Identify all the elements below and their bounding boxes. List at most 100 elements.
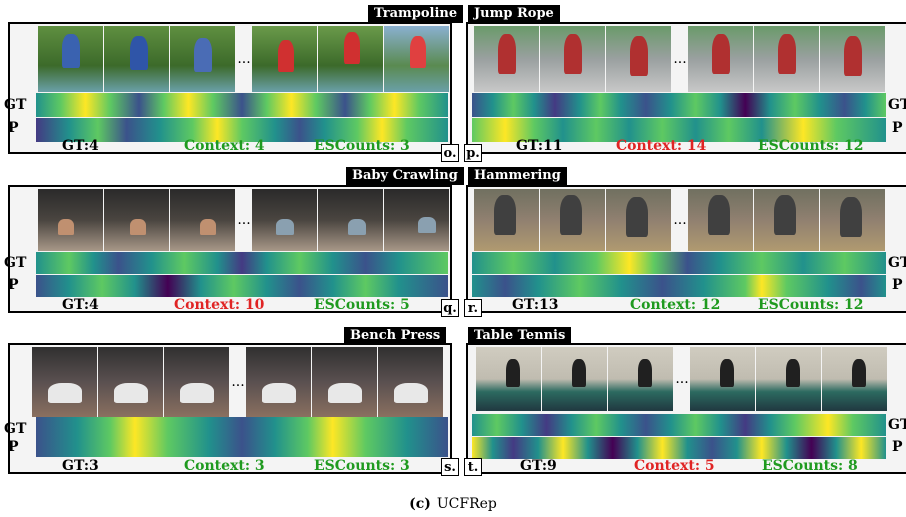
escounts-count: ESCounts: 12 — [758, 138, 864, 154]
video-frame — [38, 189, 103, 251]
video-frame — [756, 347, 821, 411]
gt-count: GT:13 — [512, 297, 559, 313]
gt-heatmap — [472, 252, 886, 274]
video-frame — [754, 26, 819, 92]
video-frame — [164, 347, 229, 417]
panel-trampoline: ... GT P GT:4 Context: 4 ESCounts: 3 — [4, 22, 452, 154]
video-frame — [688, 26, 753, 92]
p-label: P — [892, 439, 903, 455]
frame-strip: ... — [476, 347, 888, 411]
video-frame — [688, 189, 753, 251]
video-frame — [474, 189, 539, 251]
video-frame — [252, 26, 317, 92]
gt-heatmap — [36, 93, 448, 117]
video-frame — [384, 189, 449, 251]
panel-hammering: ... GT P GT:13 Context: 12 ESCounts: 12 — [466, 185, 906, 313]
frame-strip: ... — [38, 26, 450, 92]
frame-strip: ... — [474, 189, 886, 251]
context-count: Context: 3 — [184, 458, 265, 474]
video-frame — [246, 347, 311, 417]
video-frame — [606, 26, 671, 92]
ellipsis: ... — [673, 212, 687, 228]
video-frame — [170, 26, 235, 92]
frame-strip: ... — [38, 189, 450, 251]
panel-jump-rope: ... GT P GT:11 Context: 14 ESCounts: 12 — [466, 22, 906, 154]
ellipsis: ... — [237, 212, 251, 228]
video-frame — [378, 347, 443, 417]
video-frame — [754, 189, 819, 251]
gt-label: GT — [888, 417, 906, 433]
escounts-count: ESCounts: 3 — [314, 458, 410, 474]
panel-letter-p: p. — [464, 144, 482, 162]
context-count: Context: 14 — [616, 138, 707, 154]
gt-label: GT — [888, 97, 906, 113]
panel-letter-o: o. — [441, 144, 459, 162]
gt-heatmap — [472, 93, 886, 117]
context-count: Context: 5 — [634, 458, 715, 474]
caption-label: (c) — [409, 496, 431, 512]
video-frame — [542, 347, 607, 411]
gt-heatmap — [472, 414, 886, 436]
frame-strip: ... — [32, 347, 444, 417]
video-frame — [540, 26, 605, 92]
p-label: P — [8, 439, 19, 455]
video-frame — [32, 347, 97, 417]
panel-letter-t: t. — [464, 458, 482, 476]
panel-letter-r: r. — [464, 299, 482, 317]
pred-heatmap — [472, 275, 886, 297]
context-count: Context: 12 — [630, 297, 721, 313]
video-frame — [606, 189, 671, 251]
gt-label: GT — [4, 255, 27, 271]
context-count: Context: 10 — [174, 297, 265, 313]
escounts-count: ESCounts: 8 — [762, 458, 858, 474]
video-frame — [384, 26, 449, 92]
escounts-count: ESCounts: 12 — [758, 297, 864, 313]
panel-title: Baby Crawling — [346, 167, 464, 185]
panel-bench-press: ... GT P GT:3 Context: 3 ESCounts: 3 — [4, 343, 452, 474]
pred-heatmap — [36, 118, 448, 142]
video-frame — [104, 26, 169, 92]
video-frame — [540, 189, 605, 251]
video-frame — [38, 26, 103, 92]
gt-count: GT:4 — [62, 297, 99, 313]
frame-strip: ... — [474, 26, 886, 92]
p-label: P — [8, 277, 19, 293]
ellipsis: ... — [675, 371, 689, 387]
video-frame — [476, 347, 541, 411]
panel-letter-q: q. — [441, 299, 459, 317]
video-frame — [98, 347, 163, 417]
panel-table-tennis: ... GT P GT:9 Context: 5 ESCounts: 8 — [466, 343, 906, 474]
panel-title: Jump Rope — [468, 5, 560, 23]
pred-heatmap — [36, 275, 448, 297]
video-frame — [474, 26, 539, 92]
gt-label: GT — [4, 421, 27, 437]
gt-count: GT:3 — [62, 458, 99, 474]
panel-title: Table Tennis — [468, 327, 572, 345]
video-frame — [318, 26, 383, 92]
video-frame — [820, 26, 885, 92]
panel-baby-crawling: ... GT P GT:4 Context: 10 ESCounts: 5 — [4, 185, 452, 313]
video-frame — [608, 347, 673, 411]
video-frame — [252, 189, 317, 251]
gt-heatmap — [36, 417, 448, 457]
video-frame — [690, 347, 755, 411]
panel-title: Trampoline — [368, 5, 464, 23]
pred-heatmap — [472, 437, 886, 459]
gt-label: GT — [4, 97, 27, 113]
video-frame — [104, 189, 169, 251]
video-frame — [318, 189, 383, 251]
video-frame — [822, 347, 887, 411]
ellipsis: ... — [237, 51, 251, 67]
video-frame — [312, 347, 377, 417]
p-label: P — [892, 120, 903, 136]
gt-heatmap — [36, 252, 448, 274]
gt-count: GT:4 — [62, 138, 99, 154]
gt-count: GT:9 — [520, 458, 557, 474]
p-label: P — [892, 277, 903, 293]
ellipsis: ... — [231, 374, 245, 390]
gt-label: GT — [888, 255, 906, 271]
video-frame — [820, 189, 885, 251]
escounts-count: ESCounts: 3 — [314, 138, 410, 154]
video-frame — [170, 189, 235, 251]
context-count: Context: 4 — [184, 138, 265, 154]
